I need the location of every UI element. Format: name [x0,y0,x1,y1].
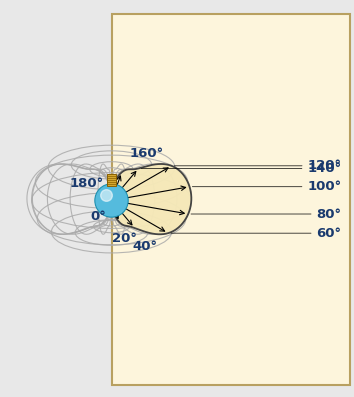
Text: 80°: 80° [191,208,342,220]
Text: 100°: 100° [192,180,342,193]
Text: 20°: 20° [112,232,137,245]
Text: 160°: 160° [130,147,164,160]
Circle shape [95,184,128,217]
Text: 120°: 120° [174,159,342,172]
Text: 180°: 180° [69,177,103,190]
Polygon shape [112,164,192,234]
Text: 40°: 40° [132,240,157,253]
Circle shape [101,190,112,201]
Text: 60°: 60° [171,227,342,240]
Text: 140°: 140° [141,162,342,175]
Bar [112,14,350,385]
Bar [107,174,116,186]
Text: 0°: 0° [91,210,107,224]
